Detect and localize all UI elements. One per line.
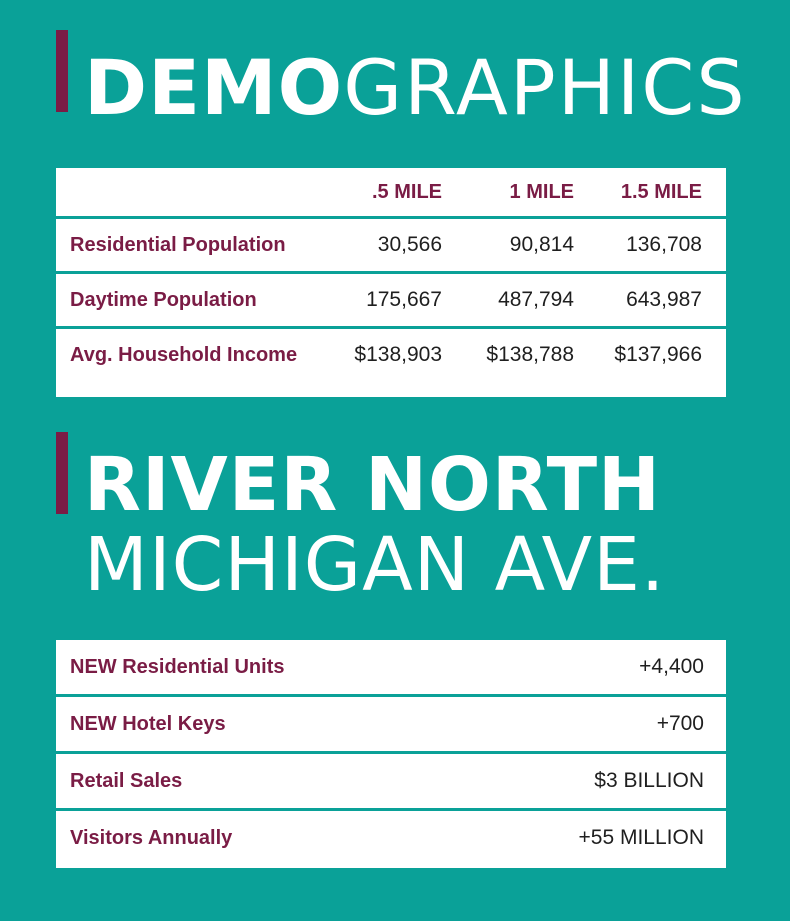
- column-header-one-half-mile: 1.5 MILE: [620, 180, 702, 203]
- table-row-retail-sales: Retail Sales $3 BILLION: [56, 754, 726, 811]
- table-cell: $138,903: [354, 343, 442, 366]
- table-cell: 90,814: [509, 233, 574, 256]
- row-label: Avg. Household Income: [70, 343, 298, 366]
- row-value: +700: [656, 712, 704, 735]
- row-value: $3 BILLION: [594, 769, 704, 792]
- column-header-half-mile: .5 MILE: [371, 180, 442, 203]
- river-north-accent-bar: [56, 432, 68, 514]
- table-cell: $137,966: [614, 343, 702, 366]
- river-north-title: RIVER NORTH: [84, 442, 661, 528]
- table-cell: $138,788: [486, 343, 574, 366]
- row-label: NEW Residential Units: [70, 655, 285, 678]
- river-north-table: NEW Residential Units +4,400 NEW Hotel K…: [56, 640, 726, 868]
- table-row-household-income: Avg. Household Income $138,903 $138,788 …: [56, 329, 726, 381]
- row-label: Daytime Population: [70, 288, 257, 311]
- demographics-title-bold: DEMO: [84, 43, 344, 132]
- table-cell: 643,987: [626, 288, 702, 311]
- row-label: Retail Sales: [70, 769, 183, 792]
- row-label: Residential Population: [70, 233, 286, 256]
- demographics-title-light: GRAPHICS: [343, 43, 747, 132]
- table-row-daytime-population: Daytime Population 175,667 487,794 643,9…: [56, 274, 726, 329]
- row-label: Visitors Annually: [70, 826, 233, 849]
- demographics-accent-bar: [56, 30, 68, 112]
- demographics-table: .5 MILE 1 MILE 1.5 MILE Residential Popu…: [56, 168, 726, 397]
- column-header-one-mile: 1 MILE: [509, 180, 574, 203]
- table-header-row: .5 MILE 1 MILE 1.5 MILE: [56, 168, 726, 219]
- table-cell: 136,708: [626, 233, 702, 256]
- michigan-ave-title: MICHIGAN AVE.: [84, 522, 666, 608]
- table-row-residential-population: Residential Population 30,566 90,814 136…: [56, 219, 726, 274]
- table-cell: 175,667: [366, 288, 442, 311]
- table-row-residential-units: NEW Residential Units +4,400: [56, 640, 726, 697]
- table-cell: 30,566: [377, 233, 442, 256]
- row-value: +55 MILLION: [578, 826, 704, 849]
- table-row-hotel-keys: NEW Hotel Keys +700: [56, 697, 726, 754]
- demographics-title: DEMOGRAPHICS: [84, 50, 747, 126]
- table-cell: 487,794: [498, 288, 574, 311]
- row-label: NEW Hotel Keys: [70, 712, 226, 735]
- table-row-visitors-annually: Visitors Annually +55 MILLION: [56, 811, 726, 865]
- row-value: +4,400: [639, 655, 704, 678]
